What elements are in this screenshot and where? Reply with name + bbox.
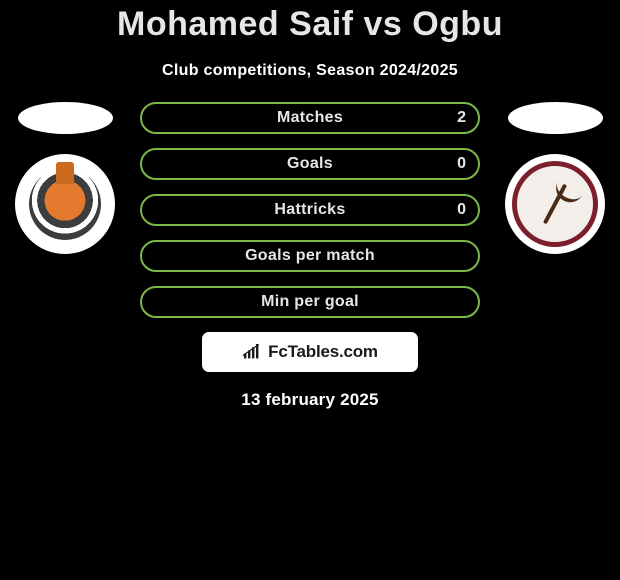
season-subtitle: Club competitions, Season 2024/2025: [0, 62, 620, 80]
ajman-club-icon: [29, 168, 101, 240]
stat-value-right: 0: [457, 201, 466, 219]
stat-row-hattricks: Hattricks 0: [140, 194, 480, 226]
bar-chart-icon: [242, 344, 262, 360]
stat-row-goals: Goals 0: [140, 148, 480, 180]
attribution-text: FcTables.com: [268, 342, 378, 362]
player-left-col: [10, 102, 120, 254]
player-right-col: [500, 102, 610, 254]
stat-label: Matches: [277, 109, 343, 127]
stat-row-matches: Matches 2: [140, 102, 480, 134]
club-badge-right: [505, 154, 605, 254]
stats-column: Matches 2 Goals 0 Hattricks 0 Goals per …: [140, 102, 480, 318]
attribution-badge: FcTables.com: [202, 332, 418, 372]
page-title: Mohamed Saif vs Ogbu: [0, 5, 620, 44]
stat-value-right: 0: [457, 155, 466, 173]
alwahda-club-icon: [512, 161, 598, 247]
stat-row-goals-per-match: Goals per match: [140, 240, 480, 272]
main-row: Matches 2 Goals 0 Hattricks 0 Goals per …: [0, 102, 620, 318]
stat-value-right: 2: [457, 109, 466, 127]
stat-label: Hattricks: [274, 201, 345, 219]
club-badge-left: [15, 154, 115, 254]
player-right-placeholder: [508, 102, 603, 134]
stat-label: Min per goal: [261, 293, 359, 311]
footer-date: 13 february 2025: [0, 390, 620, 410]
player-left-placeholder: [18, 102, 113, 134]
stat-label: Goals: [287, 155, 333, 173]
stat-label: Goals per match: [245, 247, 375, 265]
stat-row-min-per-goal: Min per goal: [140, 286, 480, 318]
comparison-card: Mohamed Saif vs Ogbu Club competitions, …: [0, 0, 620, 410]
